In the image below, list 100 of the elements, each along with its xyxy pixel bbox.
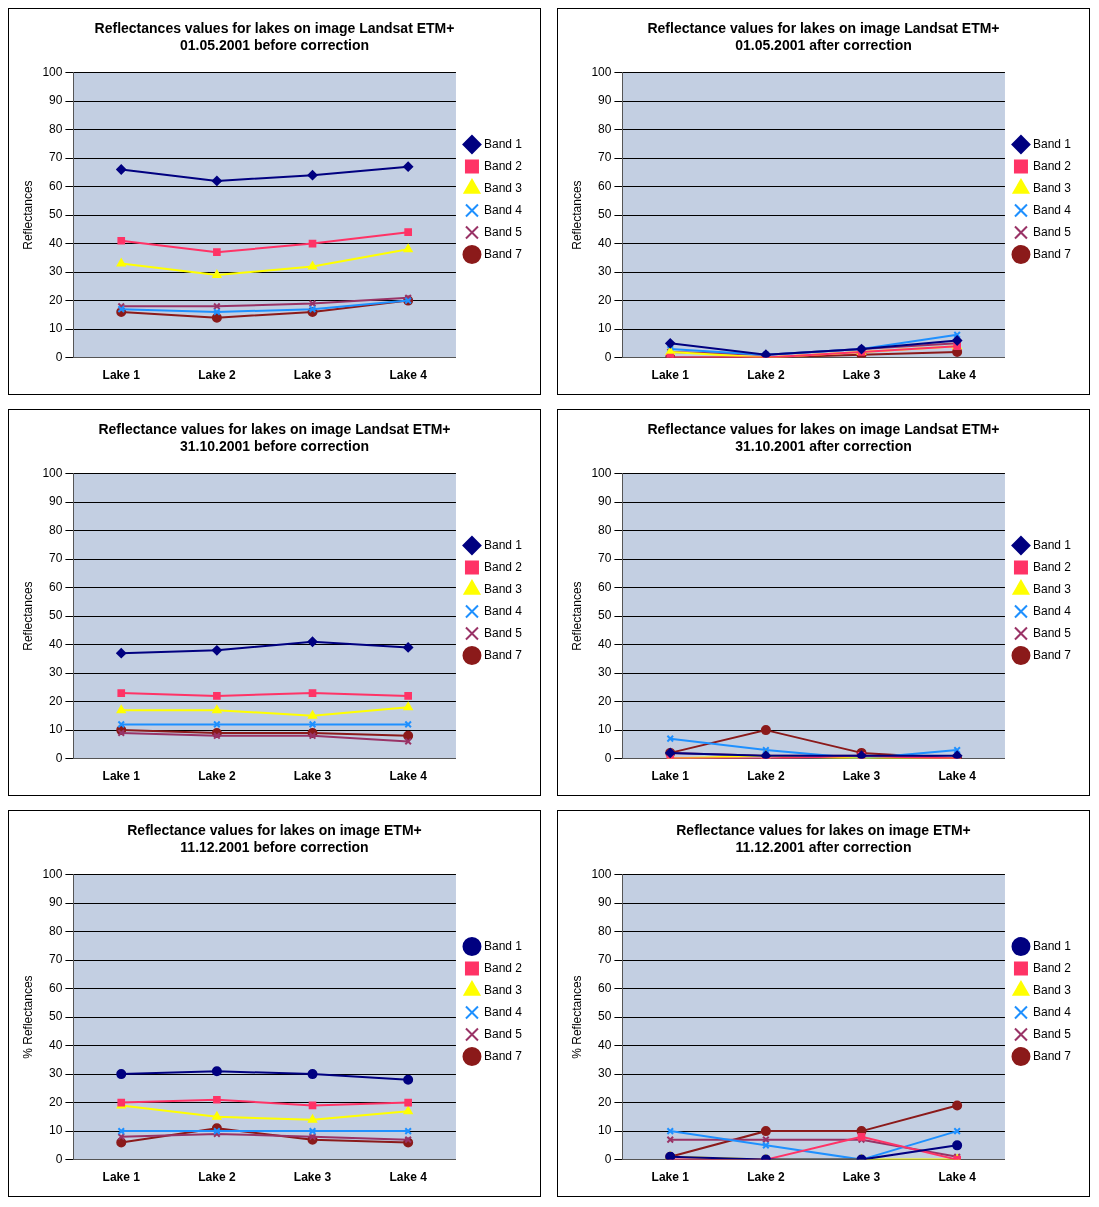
x-tick-label: Lake 4	[389, 368, 428, 383]
legend-label: Band 1	[483, 537, 523, 552]
legend-label: Band 4	[483, 202, 523, 217]
chart-title: Reflectance values for lakes on image Landsat ETM+ 31.10.2001 after correction	[647, 421, 1000, 455]
y-axis-title: % Reflectances	[569, 975, 584, 1059]
y-tick-label: 100	[591, 866, 612, 881]
x-tick-label: Lake 2	[198, 1170, 236, 1185]
x-tick-label: Lake 3	[293, 1170, 332, 1185]
legend-label: Band 4	[483, 603, 523, 618]
legend-label: Band 5	[483, 625, 523, 640]
chart-title: Reflectances values for lakes on image Landsat ETM+ 01.05.2001 before correction	[94, 20, 455, 54]
y-tick-label: 60	[598, 579, 612, 594]
legend-label: Band 3	[1032, 982, 1072, 997]
y-tick-label: 50	[598, 1009, 612, 1024]
y-tick-label: 0	[604, 1151, 612, 1166]
y-tick-label: 10	[598, 321, 612, 336]
y-tick-label: 0	[55, 750, 63, 765]
y-tick-label: 40	[49, 636, 63, 651]
x-tick-label: Lake 2	[198, 368, 236, 383]
y-tick-label: 40	[49, 1037, 63, 1052]
y-tick-label: 70	[598, 952, 612, 967]
legend-label: Band 1	[483, 136, 523, 151]
legend-label: Band 2	[1032, 158, 1072, 173]
x-tick-label: Lake 4	[938, 769, 977, 784]
legend-label: Band 5	[483, 1026, 523, 1041]
legend-label: Band 1	[1032, 537, 1072, 552]
y-tick-label: 60	[49, 178, 63, 193]
y-tick-label: 60	[49, 579, 63, 594]
y-tick-label: 100	[591, 64, 612, 79]
y-tick-label: 30	[598, 1066, 612, 1081]
y-tick-label: 10	[49, 321, 63, 336]
legend-label: Band 4	[1032, 1004, 1072, 1019]
y-tick-label: 90	[49, 895, 63, 910]
y-tick-label: 30	[598, 264, 612, 279]
x-tick-label: Lake 2	[747, 368, 785, 383]
y-tick-label: 100	[42, 866, 63, 881]
legend-label: Band 3	[483, 180, 523, 195]
y-tick-label: 80	[598, 522, 612, 537]
legend-label: Band 2	[483, 960, 523, 975]
y-tick-label: 10	[49, 722, 63, 737]
legend-label: Band 3	[1032, 180, 1072, 195]
x-tick-label: Lake 4	[938, 368, 977, 383]
y-tick-label: 10	[49, 1123, 63, 1138]
y-tick-label: 10	[598, 1123, 612, 1138]
y-tick-label: 20	[598, 693, 612, 708]
legend-label: Band 7	[1032, 1048, 1072, 1063]
legend-label: Band 7	[1032, 647, 1072, 662]
y-tick-label: 20	[49, 292, 63, 307]
y-tick-label: 30	[598, 665, 612, 680]
legend-label: Band 4	[1032, 603, 1072, 618]
legend-label: Band 1	[1032, 136, 1072, 151]
y-tick-label: 80	[49, 923, 63, 938]
y-axis-title: Reflectances	[20, 581, 35, 651]
legend-label: Band 5	[1032, 224, 1072, 239]
y-tick-label: 30	[49, 665, 63, 680]
y-tick-label: 0	[604, 349, 612, 364]
y-tick-label: 10	[598, 722, 612, 737]
y-axis-title: Reflectances	[20, 180, 35, 250]
legend-label: Band 7	[483, 647, 523, 662]
legend-label: Band 2	[483, 158, 523, 173]
x-tick-label: Lake 3	[293, 769, 332, 784]
x-tick-label: Lake 1	[651, 368, 690, 383]
y-tick-label: 50	[49, 608, 63, 623]
x-tick-label: Lake 1	[651, 1170, 690, 1185]
y-tick-label: 60	[598, 178, 612, 193]
y-tick-label: 100	[591, 465, 612, 480]
legend-label: Band 5	[1032, 1026, 1072, 1041]
y-tick-label: 50	[49, 207, 63, 222]
y-tick-label: 70	[598, 150, 612, 165]
y-tick-label: 30	[49, 264, 63, 279]
x-tick-label: Lake 2	[747, 769, 785, 784]
x-tick-label: Lake 4	[389, 769, 428, 784]
y-tick-label: 100	[42, 465, 63, 480]
legend-label: Band 4	[1032, 202, 1072, 217]
y-tick-label: 50	[49, 1009, 63, 1024]
y-axis-title: % Reflectances	[20, 975, 35, 1059]
y-tick-label: 40	[598, 636, 612, 651]
x-tick-label: Lake 1	[102, 1170, 141, 1185]
legend-label: Band 2	[1032, 960, 1072, 975]
y-tick-label: 20	[598, 1094, 612, 1109]
x-tick-label: Lake 1	[102, 368, 141, 383]
y-tick-label: 70	[49, 150, 63, 165]
x-tick-label: Lake 1	[102, 769, 141, 784]
x-tick-label: Lake 3	[842, 368, 881, 383]
y-tick-label: 70	[49, 952, 63, 967]
y-tick-label: 40	[49, 235, 63, 250]
y-tick-label: 0	[604, 750, 612, 765]
y-tick-label: 40	[598, 1037, 612, 1052]
x-tick-label: Lake 3	[293, 368, 332, 383]
y-tick-label: 20	[49, 693, 63, 708]
y-tick-label: 70	[598, 551, 612, 566]
y-tick-label: 60	[598, 980, 612, 995]
x-tick-label: Lake 1	[651, 769, 690, 784]
y-tick-label: 80	[49, 121, 63, 136]
legend-label: Band 2	[1032, 559, 1072, 574]
legend-label: Band 3	[483, 581, 523, 596]
chart-title: Reflectance values for lakes on image ETM+ 11.12.2001 after correction	[676, 822, 971, 856]
y-tick-label: 20	[598, 292, 612, 307]
y-tick-label: 90	[598, 93, 612, 108]
chart-title: Reflectance values for lakes on image Landsat ETM+ 31.10.2001 before correction	[98, 421, 451, 455]
